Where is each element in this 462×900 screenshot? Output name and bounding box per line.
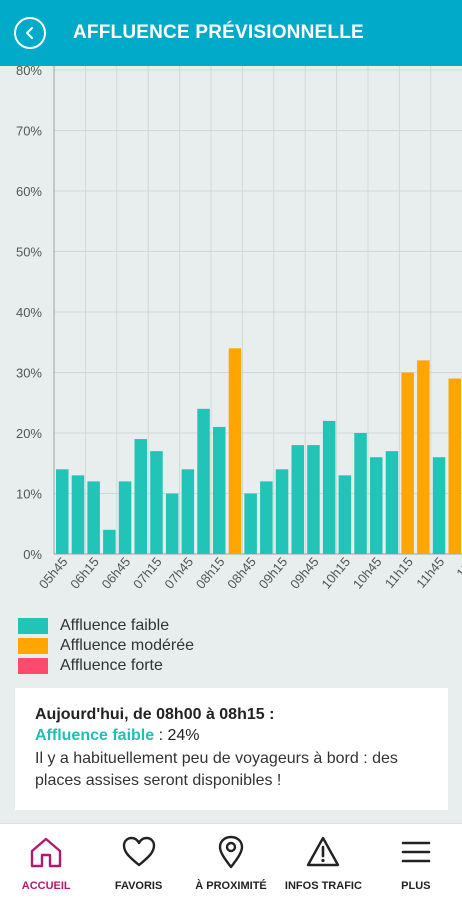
bar xyxy=(213,426,226,554)
x-tick-label: 08h15 xyxy=(193,554,228,591)
location-pin-icon xyxy=(218,835,244,869)
legend-item-moderee: Affluence modérée xyxy=(18,636,194,656)
selected-slot-card: Aujourd'hui, de 08h00 à 08h15 : Affluenc… xyxy=(15,688,448,810)
bar xyxy=(307,445,320,554)
legend-label-moderee: Affluence modérée xyxy=(60,637,195,654)
bottom-navigation: ACCUEIL FAVORIS À PROXIMITÉ INFOS TRAFIC… xyxy=(0,823,462,900)
x-tick-label: 06h15 xyxy=(67,554,102,591)
nav-item-proximite[interactable]: À PROXIMITÉ xyxy=(185,824,277,900)
bar xyxy=(56,469,69,554)
bar xyxy=(244,493,257,554)
legend-label-forte: Affluence forte xyxy=(60,657,163,674)
back-button[interactable] xyxy=(14,17,46,49)
bar xyxy=(401,372,414,554)
x-tick-label: 10h15 xyxy=(318,554,353,591)
bar xyxy=(338,475,352,554)
x-tick-label: 12h xyxy=(453,554,462,580)
bar xyxy=(103,529,116,554)
x-tick-label: 11h45 xyxy=(413,554,447,591)
menu-icon xyxy=(401,841,431,863)
slot-time: Aujourd'hui, de 08h00 à 08h15 : xyxy=(35,706,275,723)
x-tick-label: 09h45 xyxy=(287,554,322,591)
x-tick-label: 09h15 xyxy=(256,554,291,591)
home-icon xyxy=(31,837,62,868)
bar xyxy=(417,360,430,554)
bar xyxy=(118,481,132,554)
bar xyxy=(134,439,147,554)
bar xyxy=(432,457,446,554)
bar xyxy=(71,475,85,554)
chevron-left-icon xyxy=(26,27,33,39)
y-tick-label: 0% xyxy=(23,547,42,562)
legend-swatch-moderee xyxy=(18,638,48,654)
y-tick-label: 80% xyxy=(16,66,42,78)
legend-label-faible: Affluence faible xyxy=(60,617,170,634)
y-tick-label: 20% xyxy=(16,426,42,441)
bar xyxy=(370,457,383,554)
x-tick-label: 10h45 xyxy=(350,554,385,591)
affluence-chart-svg: 0%10%20%30%40%50%60%70%80%05h4506h1506h4… xyxy=(16,66,462,592)
y-tick-label: 30% xyxy=(16,366,42,381)
bar xyxy=(322,420,336,554)
bar xyxy=(181,469,195,554)
legend-swatch-forte xyxy=(18,658,48,674)
y-tick-label: 70% xyxy=(16,124,42,139)
bar xyxy=(197,408,210,554)
nav-label-accueil: ACCUEIL xyxy=(21,880,71,892)
y-tick-label: 40% xyxy=(16,305,42,320)
heart-icon xyxy=(122,836,155,867)
slot-value: : 24% xyxy=(154,727,200,744)
nav-label-plus: PLUS xyxy=(401,880,431,892)
chart-legend: Affluence faible Affluence modérée Afflu… xyxy=(18,616,194,676)
nav-item-plus[interactable]: PLUS xyxy=(370,824,462,900)
bar xyxy=(165,493,179,554)
nav-label-favoris: FAVORIS xyxy=(114,880,163,892)
nav-label-infos-trafic: INFOS TRAFIC xyxy=(284,880,362,892)
legend-item-forte: Affluence forte xyxy=(18,656,194,676)
bar xyxy=(385,451,399,554)
affluence-chart: 0% 10% 20% 30% 40% 50% 60% 70% 80% 05h45 06h15 06h4… xyxy=(0,66,462,611)
bar xyxy=(291,445,304,554)
page-title: AFFLUENCE PRÉVISIONNELLE xyxy=(73,22,364,43)
x-tick-label: 06h45 xyxy=(99,554,134,591)
x-tick-label: 07h15 xyxy=(130,554,165,591)
slot-level: Affluence faible xyxy=(35,727,155,744)
nav-item-accueil[interactable]: ACCUEIL xyxy=(0,824,92,900)
x-tick-label: 11h15 xyxy=(382,554,416,591)
y-tick-label: 50% xyxy=(16,245,42,260)
y-tick-label: 60% xyxy=(16,184,42,199)
bar xyxy=(87,481,100,554)
legend-swatch-faible xyxy=(18,618,48,634)
bar xyxy=(150,451,163,554)
bar xyxy=(354,433,367,554)
bar xyxy=(275,469,289,554)
app-header: AFFLUENCE PRÉVISIONNELLE xyxy=(0,0,462,66)
bar xyxy=(448,378,461,554)
legend-item-faible: Affluence faible xyxy=(18,616,194,636)
y-tick-label: 10% xyxy=(16,487,42,502)
slot-description: Il y a habituellement peu de voyageurs à… xyxy=(35,750,398,789)
x-tick-label: 08h45 xyxy=(224,554,259,591)
x-tick-label: 07h45 xyxy=(161,554,196,591)
slot-level-line: Affluence faible : 24% xyxy=(35,727,430,745)
bar xyxy=(260,481,273,554)
nav-item-favoris[interactable]: FAVORIS xyxy=(92,824,184,900)
warning-icon xyxy=(307,836,340,867)
nav-item-infos-trafic[interactable]: INFOS TRAFIC xyxy=(277,824,369,900)
bar xyxy=(228,348,242,554)
nav-label-proximite: À PROXIMITÉ xyxy=(195,880,267,892)
